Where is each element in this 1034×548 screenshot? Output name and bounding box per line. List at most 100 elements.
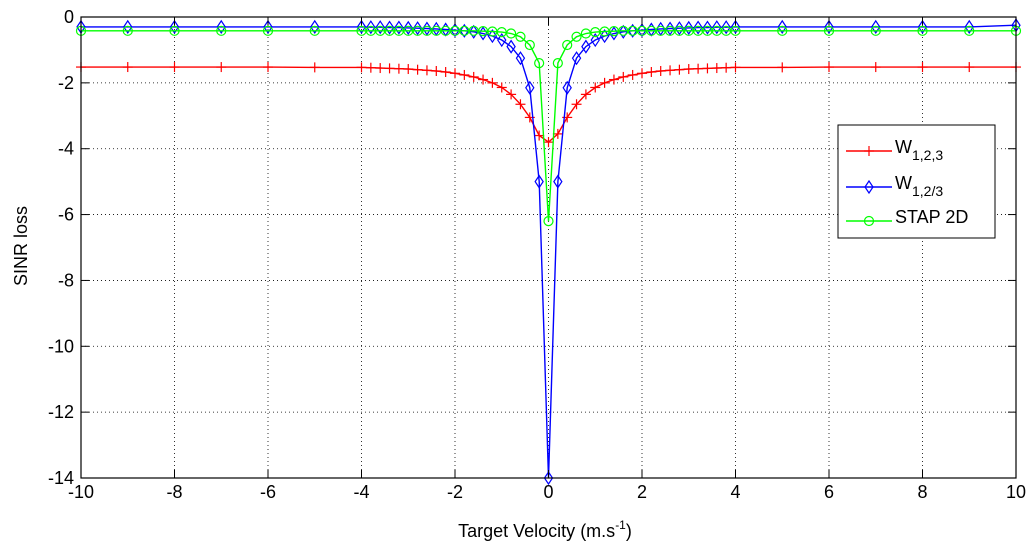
data-point-w12_3 <box>674 21 685 36</box>
data-point-w123 <box>506 89 517 100</box>
data-point-w123 <box>440 66 451 77</box>
data-point-w123 <box>777 62 788 73</box>
data-point-w123 <box>637 68 647 79</box>
data-point-w12_3 <box>506 39 516 54</box>
legend-label: W1,2/3 <box>895 173 943 199</box>
x-tick-label: 2 <box>637 482 647 502</box>
data-point-w12_3 <box>123 19 133 34</box>
plot-background <box>81 17 1016 478</box>
x-axis-label: Target Velocity (m.s-1) <box>458 518 632 541</box>
x-tick-label: 0 <box>543 482 553 502</box>
data-point-w12_3 <box>571 51 582 66</box>
data-point-w123 <box>487 77 498 88</box>
data-point-w12_3 <box>693 20 703 35</box>
y-tick-label: -2 <box>58 73 74 93</box>
legend-label: W1,2,3 <box>895 137 943 163</box>
data-point-w123 <box>917 62 928 73</box>
data-point-w12_3 <box>712 20 722 35</box>
data-point-w12_3 <box>824 19 834 34</box>
data-point-w123 <box>534 130 545 141</box>
legend-label-sub: 1,2,3 <box>912 147 943 163</box>
data-point-w12_3 <box>394 20 404 35</box>
data-point-stap2d <box>309 25 320 36</box>
data-point-w123 <box>618 71 629 82</box>
data-point-w123 <box>571 99 582 110</box>
data-point-w123 <box>655 66 666 77</box>
data-point-w12_3 <box>487 29 498 44</box>
legend-swatch-marker <box>864 146 874 156</box>
data-point-w123 <box>580 89 591 100</box>
data-point-w12_3 <box>459 23 470 38</box>
data-point-w12_3 <box>412 21 423 36</box>
grid-lines <box>81 17 1016 478</box>
data-point-w12_3 <box>637 23 647 38</box>
data-point-stap2d <box>543 216 554 227</box>
data-point-w123 <box>824 62 834 73</box>
y-tick-label: -8 <box>58 270 74 290</box>
data-point-w123 <box>870 62 881 73</box>
data-point-w12_3 <box>515 51 526 66</box>
data-point-w123 <box>169 62 180 73</box>
data-point-w12_3 <box>618 24 629 39</box>
data-point-w123 <box>730 62 741 73</box>
data-point-w123 <box>665 65 676 76</box>
data-point-w123 <box>683 64 694 75</box>
data-point-w12_3 <box>543 470 554 486</box>
data-point-w12_3 <box>684 20 694 35</box>
data-point-w123 <box>403 64 414 75</box>
y-tick-label: -4 <box>58 139 74 159</box>
x-tick-label: 8 <box>917 482 927 502</box>
data-point-stap2d <box>216 25 227 36</box>
data-point-w12_3 <box>375 20 385 35</box>
legend-swatch-marker <box>864 179 874 195</box>
data-point-w123 <box>393 63 404 74</box>
x-tick-label: -6 <box>260 482 276 502</box>
data-point-stap2d <box>534 57 545 69</box>
legend-label-main: W <box>895 137 912 157</box>
data-point-w123 <box>599 77 610 88</box>
y-tick-label: -10 <box>48 336 74 356</box>
y-tick-label: -12 <box>48 402 74 422</box>
series-w123 <box>76 62 1021 148</box>
data-point-w123 <box>711 63 722 74</box>
data-point-w12_3 <box>590 32 600 48</box>
data-point-w123 <box>216 62 227 73</box>
data-point-w12_3 <box>450 23 460 38</box>
data-point-stap2d <box>777 25 788 36</box>
x-axis-label-sup: -1 <box>615 518 626 532</box>
data-point-w12_3 <box>366 20 376 35</box>
data-point-w123 <box>646 66 657 77</box>
data-point-w123 <box>496 82 507 93</box>
data-point-w123 <box>590 82 601 93</box>
data-point-stap2d <box>122 25 133 36</box>
data-point-w123 <box>702 63 713 74</box>
data-point-w123 <box>964 62 975 73</box>
data-point-w12_3 <box>468 24 479 39</box>
data-point-w12_3 <box>525 80 535 95</box>
x-tick-label: 6 <box>824 482 834 502</box>
legend-box <box>837 124 996 239</box>
data-point-w123 <box>263 62 273 73</box>
legend-item-w12_3: W1,2/3 <box>846 173 943 199</box>
data-point-w12_3 <box>777 19 787 34</box>
data-point-stap2d <box>524 39 535 51</box>
x-tick-label: -8 <box>166 482 182 502</box>
data-point-w12_3 <box>702 20 713 35</box>
y-axis-label: SINR loss <box>11 206 31 286</box>
data-point-w12_3 <box>169 19 180 34</box>
data-point-stap2d <box>823 25 835 36</box>
legend-label-main: STAP 2D <box>895 207 968 227</box>
series-line-stap2d <box>81 30 1016 222</box>
data-point-w123 <box>543 137 554 148</box>
data-point-w12_3 <box>310 19 320 34</box>
data-point-stap2d <box>262 25 274 36</box>
data-point-stap2d <box>515 31 526 42</box>
x-tick-label: 10 <box>1006 482 1026 502</box>
plot-area <box>81 17 1016 478</box>
data-point-w123 <box>608 74 619 85</box>
data-point-stap2d <box>169 25 180 36</box>
data-point-w12_3 <box>964 19 974 34</box>
data-point-w123 <box>450 68 460 79</box>
data-point-w12_3 <box>917 19 928 34</box>
